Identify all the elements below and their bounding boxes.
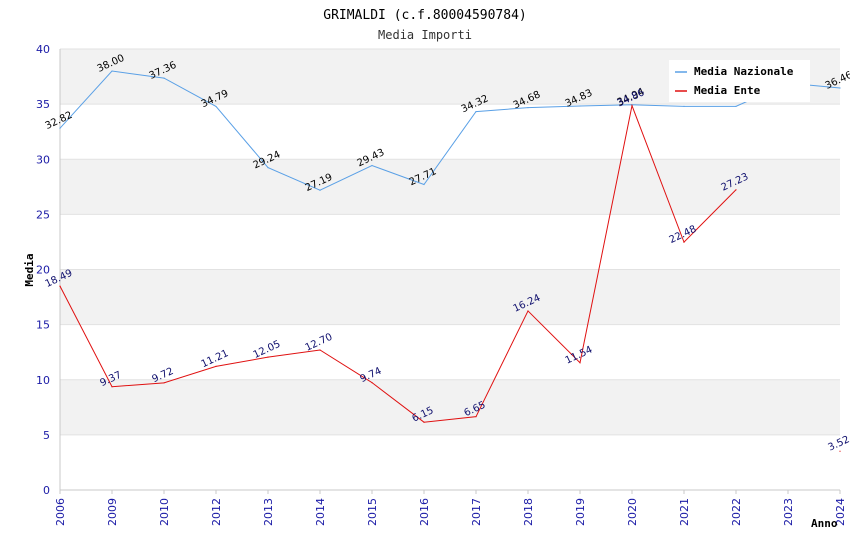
chart-title: GRIMALDI (c.f.80004590784): [323, 8, 527, 23]
data-point: [735, 105, 737, 107]
x-tick-label: 2021: [678, 498, 691, 526]
series-lines: [59, 70, 841, 452]
data-point: [267, 356, 269, 358]
data-point: [267, 167, 269, 169]
y-tick-label: 10: [36, 374, 50, 387]
legend-box: [669, 60, 810, 102]
x-tick-label: 2006: [54, 498, 67, 526]
data-label: 32.82: [44, 110, 75, 132]
data-point: [319, 349, 321, 351]
data-point: [735, 189, 737, 191]
y-tick-label: 15: [36, 319, 50, 332]
y-tick-label: 0: [43, 484, 50, 497]
data-point: [527, 107, 529, 109]
data-point: [839, 450, 841, 452]
data-point: [215, 105, 217, 108]
data-point: [371, 164, 373, 167]
grid-band: [60, 269, 840, 325]
axes: 0 5 10 15 20 25 30 35 40 2006 2009 2010 2012 2013 2014…: [36, 43, 847, 526]
data-point: [215, 365, 217, 368]
y-tick-label: 30: [36, 153, 50, 166]
x-tick-label: 2022: [730, 498, 743, 526]
x-tick-label: 2017: [470, 498, 483, 526]
data-point: [111, 386, 113, 388]
y-tick-label: 35: [36, 98, 50, 111]
legend: Media Nazionale Media Ente: [669, 60, 810, 102]
y-tick-label: 40: [36, 43, 50, 56]
x-tick-label: 2024: [834, 498, 847, 526]
x-tick-label: 2012: [210, 498, 223, 526]
data-point: [839, 87, 841, 89]
chart-subtitle: Media Importi: [378, 28, 472, 42]
data-point: [59, 127, 61, 129]
x-tick-label: 2020: [626, 498, 639, 526]
legend-label-nazionale: Media Nazionale: [694, 65, 794, 78]
data-point: [475, 416, 477, 418]
data-point: [371, 382, 373, 384]
data-point: [163, 382, 165, 384]
x-tick-label: 2016: [418, 498, 431, 526]
data-point: [59, 285, 61, 287]
data-point: [111, 70, 113, 72]
legend-label-ente: Media Ente: [694, 84, 761, 97]
grid-band: [60, 159, 840, 215]
y-tick-label: 25: [36, 208, 50, 221]
data-point: [423, 183, 425, 186]
data-point: [163, 77, 165, 79]
data-label: 22.48: [668, 224, 699, 246]
data-point: [527, 310, 529, 312]
data-point: [683, 105, 685, 107]
series-line-ente: [59, 103, 737, 423]
data-point: [631, 105, 633, 107]
x-tick-label: 2023: [782, 498, 795, 526]
data-point: [579, 105, 581, 107]
data-point: [319, 189, 321, 191]
data-point: [579, 362, 581, 364]
x-tick-label: 2014: [314, 498, 327, 526]
x-tick-label: 2013: [262, 498, 275, 526]
data-point: [423, 421, 425, 423]
data-point: [683, 241, 685, 243]
x-tick-label: 2010: [158, 498, 171, 526]
grid-bands: [60, 48, 840, 491]
y-tick-label: 20: [36, 264, 50, 277]
y-axis-label: Media: [23, 253, 36, 286]
data-label: 3.52: [827, 434, 850, 453]
data-label: 11.54: [564, 344, 595, 366]
x-tick-label: 2009: [106, 498, 119, 526]
data-point: [475, 111, 477, 113]
x-tick-label: 2015: [366, 498, 379, 526]
x-tick-label: 2018: [522, 498, 535, 526]
series-line-nazionale: [59, 70, 841, 191]
x-tick-label: 2019: [574, 498, 587, 526]
grid-band: [60, 379, 840, 435]
x-axis-label: Anno: [811, 517, 838, 530]
y-tick-label: 5: [43, 429, 50, 442]
